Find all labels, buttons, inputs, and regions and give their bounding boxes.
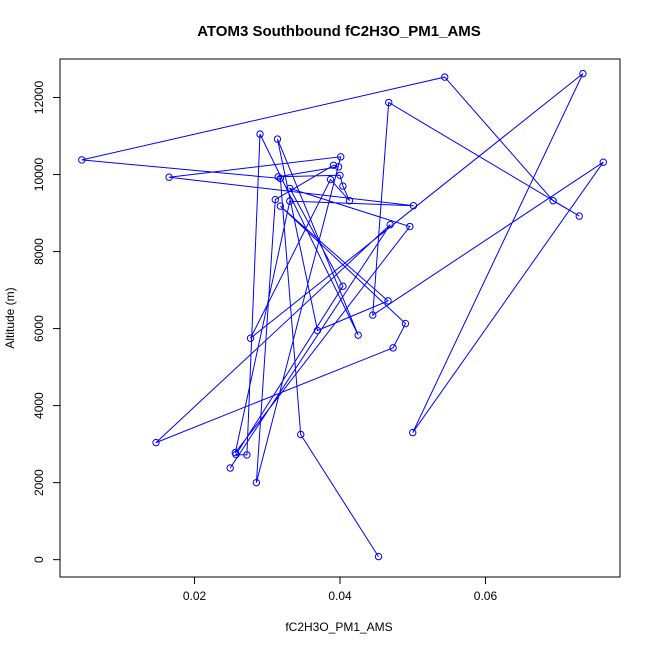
x-tick-label: 0.06 xyxy=(474,589,498,603)
data-point xyxy=(385,98,393,107)
y-axis-label: Altitude (m) xyxy=(3,287,17,348)
data-point xyxy=(549,197,557,205)
y-tick-label: 12000 xyxy=(32,81,46,115)
x-axis-label: fC2H3O_PM1_AMS xyxy=(285,620,392,634)
data-point xyxy=(345,197,354,205)
data-point xyxy=(313,326,322,335)
data-point xyxy=(226,464,234,472)
data-point xyxy=(329,161,338,169)
data-point xyxy=(389,344,397,352)
x-tick-label: 0.04 xyxy=(328,589,352,603)
data-point xyxy=(286,197,294,205)
y-tick-label: 10000 xyxy=(32,158,46,192)
y-tick-label: 6000 xyxy=(32,315,46,342)
data-point xyxy=(276,174,285,183)
data-point xyxy=(579,69,587,78)
data-point xyxy=(409,202,418,210)
data-point xyxy=(271,195,279,204)
data-point xyxy=(252,478,261,487)
data-point xyxy=(337,153,345,161)
data-point xyxy=(401,319,410,328)
chart-title: ATOM3 Southbound fC2H3O_PM1_AMS xyxy=(197,23,481,40)
data-point xyxy=(339,282,347,290)
data-point xyxy=(354,331,362,339)
data-point xyxy=(374,552,383,561)
data-point xyxy=(406,222,414,231)
x-tick-label: 0.02 xyxy=(183,589,207,603)
data-point xyxy=(441,73,449,81)
data-point xyxy=(232,450,240,459)
data-point xyxy=(286,184,294,193)
data-point xyxy=(256,130,264,138)
data-point xyxy=(575,212,583,220)
series-line xyxy=(81,73,604,557)
data-point xyxy=(243,451,251,459)
data-point xyxy=(274,173,282,181)
y-tick-label: 2000 xyxy=(32,469,46,496)
data-point xyxy=(273,135,282,143)
data-point xyxy=(152,438,160,447)
data-point xyxy=(334,163,343,171)
y-tick-label: 4000 xyxy=(32,392,46,419)
data-point xyxy=(386,220,394,229)
data-point xyxy=(78,156,86,164)
data-point xyxy=(326,175,335,184)
data-series xyxy=(78,69,607,561)
x-axis: 0.02 0.04 0.06 xyxy=(183,576,498,603)
data-point xyxy=(246,334,255,342)
data-point xyxy=(409,428,417,437)
y-tick-label: 0 xyxy=(32,556,46,563)
data-point xyxy=(339,182,347,190)
data-point xyxy=(276,202,285,210)
data-point xyxy=(165,173,173,181)
data-point xyxy=(599,158,607,166)
y-tick-label: 8000 xyxy=(32,238,46,265)
plot-frame xyxy=(59,58,621,578)
data-point xyxy=(369,311,377,319)
data-point xyxy=(384,297,392,305)
data-point xyxy=(297,430,305,439)
y-axis: 0 2000 4000 6000 8000 10000 12000 xyxy=(32,81,61,563)
data-point xyxy=(336,171,344,180)
